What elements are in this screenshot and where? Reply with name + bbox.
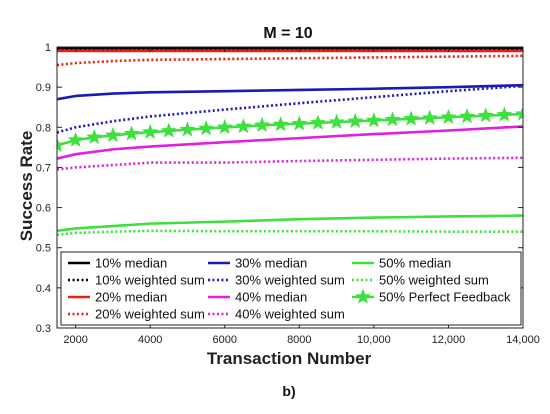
legend-label: 40% median (235, 290, 307, 305)
star-marker (198, 120, 215, 136)
star-marker (272, 116, 289, 132)
star-marker (347, 112, 364, 129)
star-marker (365, 112, 382, 128)
x-axis-label: Transaction Number (207, 349, 372, 368)
star-marker (179, 121, 196, 137)
star-marker (57, 136, 65, 153)
star-marker (310, 114, 326, 130)
star-marker (440, 108, 457, 125)
series-50-weighted-sum (57, 229, 523, 237)
series-50-median (57, 214, 523, 233)
y-tick-label: 0.7 (36, 162, 51, 174)
star-marker (515, 105, 523, 121)
star-marker (235, 118, 252, 134)
series-30-median (57, 83, 523, 101)
star-marker (254, 116, 270, 133)
series-lines (57, 47, 523, 237)
legend-label: 30% median (235, 256, 307, 271)
legend-label: 10% median (95, 256, 167, 271)
legend-label: 10% weighted sum (95, 273, 205, 288)
y-tick-label: 0.6 (36, 203, 51, 215)
series-20-weighted-sum (57, 54, 523, 67)
x-axis: 2000 4000 6000 8000 10,000 12,000 14,000 (63, 47, 540, 346)
x-tick-label: 14,000 (506, 334, 540, 346)
x-tick-label: 4000 (138, 334, 162, 346)
star-marker (384, 111, 401, 127)
series-30-weighted-sum (57, 84, 523, 134)
figure-caption: b) (282, 383, 295, 399)
chart-title: M = 10 (263, 25, 312, 42)
legend-label: 50% Perfect Feedback (379, 290, 511, 305)
y-tick-label: 0.5 (36, 243, 51, 255)
star-marker (142, 123, 159, 139)
legend-label: 40% weighted sum (235, 307, 345, 322)
x-tick-label: 8000 (287, 334, 311, 346)
legend-label: 50% weighted sum (379, 273, 489, 288)
star-marker (496, 106, 513, 122)
star-marker (123, 125, 140, 141)
y-tick-label: 1 (45, 42, 51, 54)
series-40-median (57, 125, 523, 160)
legend-label: 30% weighted sum (235, 273, 345, 288)
star-marker (291, 115, 308, 131)
star-marker (160, 122, 177, 138)
star-marker (86, 128, 103, 145)
y-tick-label: 0.9 (36, 82, 51, 94)
y-axis-label: Success Rate (17, 131, 36, 242)
star-marker (421, 109, 438, 125)
x-tick-label: 12,000 (432, 334, 466, 346)
x-tick-label: 2000 (63, 334, 87, 346)
legend-label: 50% median (379, 256, 451, 271)
star-marker (104, 126, 121, 143)
x-tick-label: 10,000 (357, 334, 391, 346)
plot-frame (56, 46, 524, 329)
legend: 10% median 30% median 50% median 10% weight… (60, 251, 522, 326)
star-marker (403, 110, 420, 126)
legend-label: 20% weighted sum (95, 307, 205, 322)
star-marker (459, 108, 476, 124)
y-axis: 0.3 0.4 0.5 0.6 0.7 0.8 0.9 1 (36, 42, 523, 335)
star-marker (67, 131, 84, 147)
series-40-weighted-sum (57, 156, 523, 171)
x-tick-label: 6000 (213, 334, 237, 346)
legend-box (60, 251, 522, 326)
y-tick-label: 0.8 (36, 122, 51, 134)
star-marker (328, 113, 345, 129)
legend-label: 20% median (95, 290, 167, 305)
star-marker (477, 107, 494, 123)
y-tick-label: 0.3 (36, 323, 51, 335)
legend-star-marker (355, 288, 371, 304)
star-marker (216, 118, 233, 135)
y-tick-label: 0.4 (36, 283, 51, 295)
